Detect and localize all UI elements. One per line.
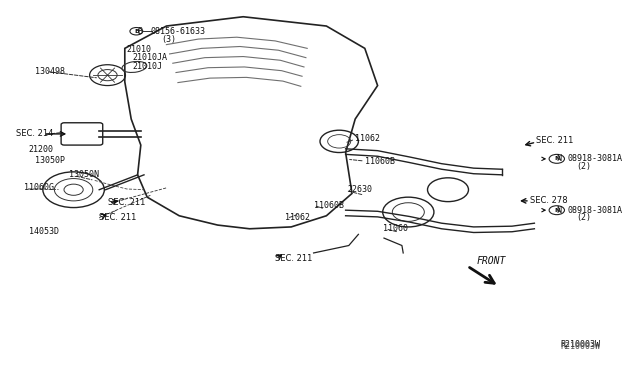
Text: 11062: 11062 bbox=[355, 134, 380, 143]
Text: 11060B: 11060B bbox=[314, 201, 344, 210]
Text: 21010JA: 21010JA bbox=[132, 53, 168, 62]
Text: SEC. 211: SEC. 211 bbox=[536, 136, 573, 145]
Text: N: N bbox=[554, 156, 559, 161]
Text: 08156-61633: 08156-61633 bbox=[150, 27, 205, 36]
Text: B: B bbox=[134, 29, 139, 34]
Text: 08918-3081A: 08918-3081A bbox=[567, 206, 622, 215]
Text: 21010: 21010 bbox=[127, 45, 152, 54]
Text: 08918-3081A: 08918-3081A bbox=[567, 154, 622, 163]
Text: N: N bbox=[557, 154, 562, 163]
Text: 14053D: 14053D bbox=[29, 227, 59, 236]
Text: 11060: 11060 bbox=[383, 224, 408, 233]
Text: 11060G: 11060G bbox=[24, 183, 54, 192]
Text: 21200: 21200 bbox=[29, 145, 54, 154]
Text: 22630: 22630 bbox=[348, 185, 372, 194]
Text: SEC. 214: SEC. 214 bbox=[16, 129, 53, 138]
Text: B: B bbox=[138, 27, 143, 36]
Text: (2): (2) bbox=[576, 162, 591, 171]
Text: 11062: 11062 bbox=[285, 213, 310, 222]
Text: FRONT: FRONT bbox=[477, 256, 506, 266]
Text: 13050N: 13050N bbox=[69, 170, 99, 179]
Text: 11060B: 11060B bbox=[365, 157, 395, 166]
Text: SEC. 211: SEC. 211 bbox=[99, 213, 136, 222]
Text: R210003W: R210003W bbox=[560, 340, 600, 349]
Text: N: N bbox=[554, 208, 559, 213]
Text: 21010J: 21010J bbox=[132, 62, 163, 71]
Text: SEC. 211: SEC. 211 bbox=[275, 254, 312, 263]
Text: R210003W: R210003W bbox=[560, 342, 600, 351]
Text: SEC. 211: SEC. 211 bbox=[108, 198, 145, 207]
Text: N: N bbox=[557, 206, 562, 215]
Text: (2): (2) bbox=[576, 213, 591, 222]
Text: SEC. 278: SEC. 278 bbox=[530, 196, 568, 205]
Text: 13050P: 13050P bbox=[35, 156, 65, 165]
Text: 130498: 130498 bbox=[35, 67, 65, 76]
Text: (3): (3) bbox=[161, 35, 176, 44]
